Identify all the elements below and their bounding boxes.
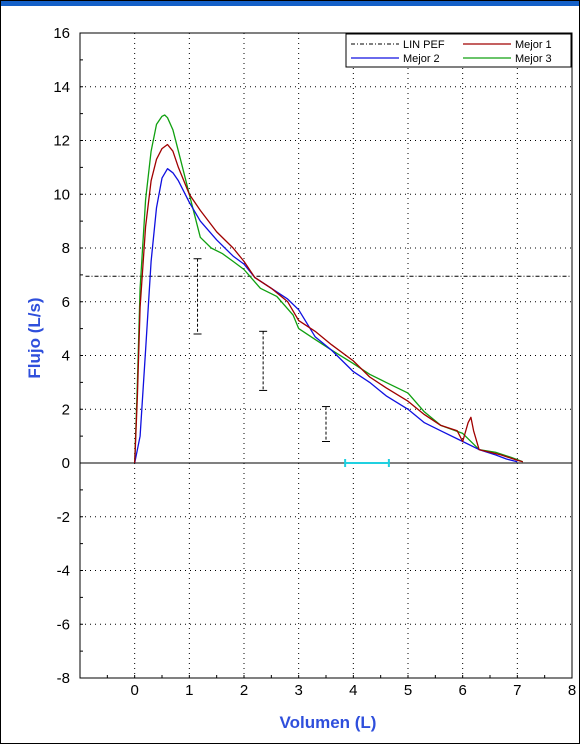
x-tick-label: 8 — [568, 682, 576, 699]
x-tick-label: 1 — [185, 682, 193, 699]
y-tick-label: 16 — [53, 25, 70, 42]
grid — [80, 32, 572, 679]
y-tick-label: 0 — [62, 455, 70, 472]
legend-box — [345, 33, 572, 68]
y-tick-label: 8 — [62, 240, 70, 257]
x-tick-label: 6 — [458, 682, 466, 699]
error-bar — [322, 406, 330, 442]
y-tick-label: 14 — [53, 79, 70, 96]
legend-entry: Mejor 2 — [351, 53, 440, 65]
legend-entry: LIN PEF — [351, 39, 445, 51]
x-axis-title: Volumen (L) — [280, 713, 377, 732]
x-tick-label: 4 — [349, 682, 357, 699]
legend-label: Mejor 1 — [515, 39, 552, 51]
axes — [79, 32, 573, 679]
y-axis-title: Flujo (L/s) — [25, 297, 44, 378]
error-bar — [259, 330, 268, 391]
y-tick-label: 2 — [62, 401, 70, 418]
series-mejor-3 — [134, 114, 524, 464]
legend-entry: Mejor 1 — [463, 39, 552, 51]
fvc-range-marker — [344, 459, 390, 467]
y-tick-label: 12 — [53, 133, 70, 150]
y-tick-label: 10 — [53, 186, 70, 203]
error-bar — [193, 258, 202, 335]
x-tick-label: 2 — [240, 682, 248, 699]
legend-label: Mejor 2 — [403, 53, 440, 65]
x-tick-label: 7 — [513, 682, 521, 699]
y-tick-label: -8 — [57, 670, 70, 687]
y-tick-label: 4 — [62, 348, 70, 365]
legend-label: Mejor 3 — [515, 53, 552, 65]
y-tick-label: -4 — [57, 563, 70, 580]
legend: LIN PEF Mejor 1 Mejor 2 Mejor 3 — [345, 33, 572, 68]
y-tick-label: 6 — [62, 294, 70, 311]
series-group — [85, 114, 572, 464]
x-tick-label: 5 — [404, 682, 412, 699]
y-tick-label: -6 — [57, 616, 70, 633]
y-tick-label: -2 — [57, 509, 70, 526]
x-tick-label: 0 — [130, 682, 138, 699]
x-tick-label: 3 — [294, 682, 302, 699]
series-mejor-1 — [134, 143, 523, 464]
title-bar — [1, 1, 579, 6]
legend-label: LIN PEF — [403, 39, 445, 51]
markers — [193, 258, 390, 467]
legend-entry: Mejor 3 — [463, 53, 552, 65]
